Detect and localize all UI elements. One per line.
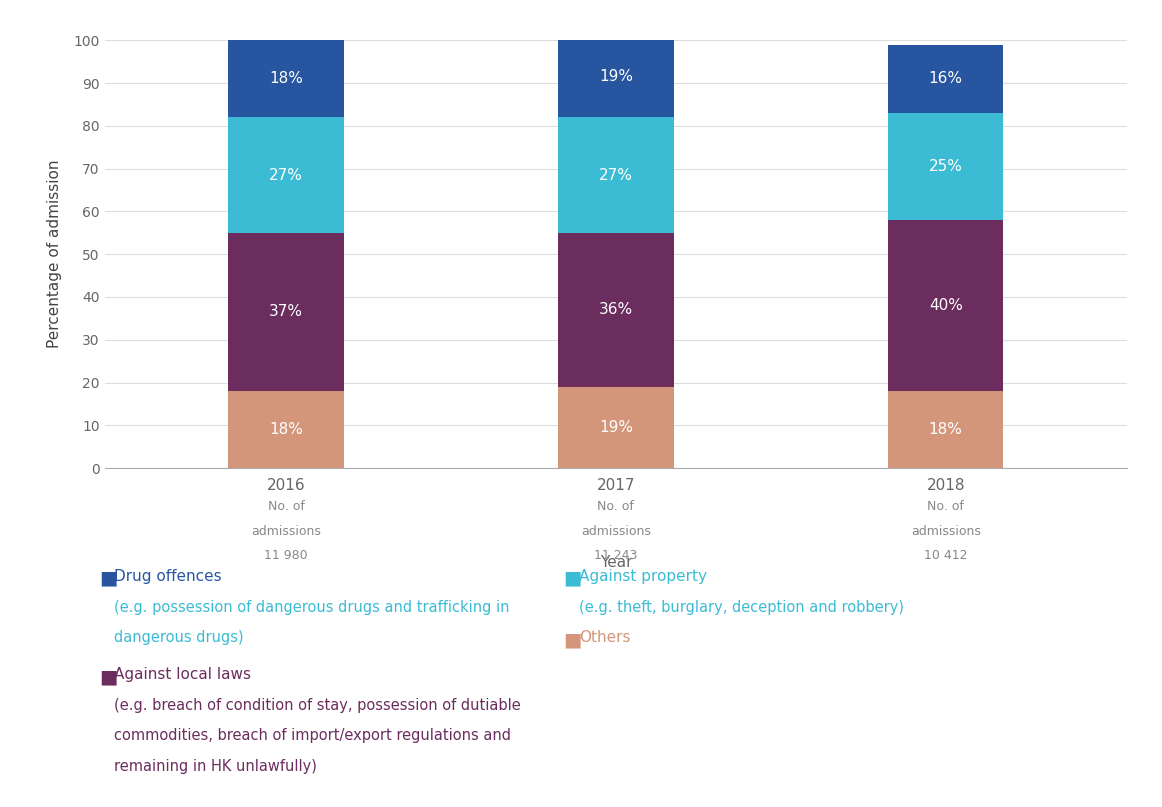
Text: ■: ■ xyxy=(99,569,117,588)
Text: 19%: 19% xyxy=(598,69,633,84)
Text: admissions: admissions xyxy=(911,525,981,537)
Text: ■: ■ xyxy=(564,630,582,650)
Text: 37%: 37% xyxy=(268,304,303,320)
Text: 27%: 27% xyxy=(598,168,633,182)
Bar xyxy=(558,117,674,233)
Bar xyxy=(888,391,1004,468)
Text: 19%: 19% xyxy=(598,420,633,435)
Text: (e.g. theft, burglary, deception and robbery): (e.g. theft, burglary, deception and rob… xyxy=(579,600,904,615)
Text: admissions: admissions xyxy=(251,525,321,537)
Text: 40%: 40% xyxy=(928,298,962,313)
Text: 16%: 16% xyxy=(928,71,963,86)
Text: Against local laws: Against local laws xyxy=(114,667,251,682)
Text: 18%: 18% xyxy=(270,71,303,86)
Text: 18%: 18% xyxy=(928,422,962,437)
Bar xyxy=(228,40,344,117)
Text: dangerous drugs): dangerous drugs) xyxy=(114,630,244,646)
Text: 27%: 27% xyxy=(270,168,303,182)
Text: (e.g. breach of condition of stay, possession of dutiable: (e.g. breach of condition of stay, posse… xyxy=(114,698,521,713)
Bar xyxy=(558,387,674,468)
Text: No. of: No. of xyxy=(597,500,634,513)
Bar xyxy=(888,220,1004,391)
Bar xyxy=(558,36,674,117)
Text: ■: ■ xyxy=(99,667,117,686)
Text: remaining in HK unlawfully): remaining in HK unlawfully) xyxy=(114,759,317,774)
Text: 10 412: 10 412 xyxy=(924,549,968,562)
Bar xyxy=(228,233,344,391)
Y-axis label: Percentage of admission: Percentage of admission xyxy=(48,160,63,349)
Text: (e.g. possession of dangerous drugs and trafficking in: (e.g. possession of dangerous drugs and … xyxy=(114,600,509,615)
Bar xyxy=(888,113,1004,220)
Text: Others: Others xyxy=(579,630,630,646)
Text: No. of: No. of xyxy=(927,500,964,513)
Text: ■: ■ xyxy=(564,569,582,588)
Bar xyxy=(558,233,674,387)
Text: No. of: No. of xyxy=(267,500,304,513)
Text: 11 243: 11 243 xyxy=(594,549,638,562)
Bar xyxy=(228,117,344,233)
Text: 11 980: 11 980 xyxy=(264,549,308,562)
Text: admissions: admissions xyxy=(581,525,651,537)
Bar xyxy=(228,391,344,468)
Text: 18%: 18% xyxy=(270,422,303,437)
Text: Drug offences: Drug offences xyxy=(114,569,222,584)
Text: 25%: 25% xyxy=(928,159,962,174)
Text: 36%: 36% xyxy=(598,303,633,317)
Text: commodities, breach of import/export regulations and: commodities, breach of import/export reg… xyxy=(114,729,511,743)
Bar xyxy=(888,44,1004,113)
X-axis label: Year: Year xyxy=(600,555,632,571)
Text: Against property: Against property xyxy=(579,569,706,584)
